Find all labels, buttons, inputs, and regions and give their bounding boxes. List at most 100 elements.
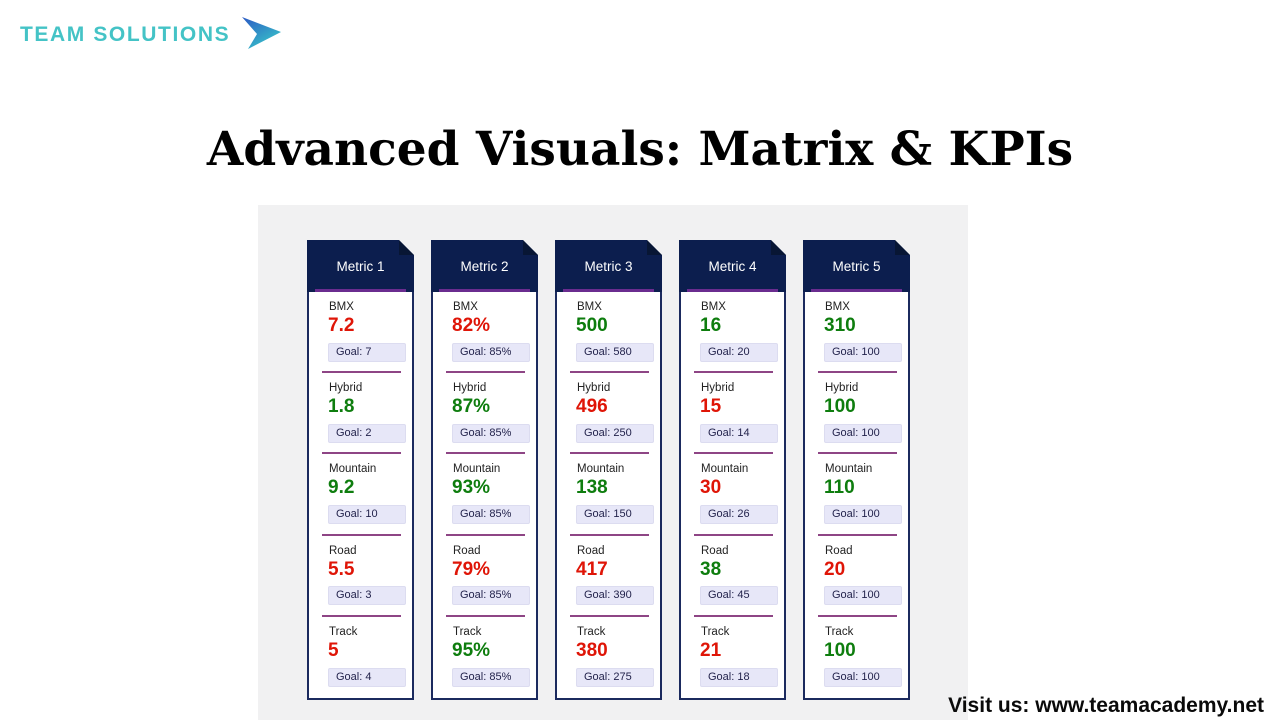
kpi-category-label: Road	[577, 544, 605, 557]
kpi-category-label: Mountain	[329, 463, 377, 476]
kpi-card-header: Metric 4	[679, 240, 786, 292]
kpi-goal-chip: Goal: 390	[576, 586, 654, 606]
kpi-category-label: Road	[701, 544, 729, 557]
header-underline	[563, 289, 654, 292]
header-underline	[315, 289, 406, 292]
kpi-card-body: BMX 82% Goal: 85% Hybrid 87% Goal: 85% M…	[431, 292, 538, 700]
kpi-row: BMX 16 Goal: 20	[681, 292, 784, 374]
kpi-goal-chip: Goal: 10	[328, 505, 406, 525]
kpi-goal-chip: Goal: 85%	[452, 505, 530, 525]
header-underline	[687, 289, 778, 292]
kpi-category-label: Track	[701, 625, 730, 638]
kpi-card-title: Metric 2	[460, 258, 509, 274]
kpi-value: 496	[576, 396, 608, 418]
kpi-row: Hybrid 100 Goal: 100	[805, 373, 908, 455]
kpi-value: 93%	[452, 477, 491, 499]
folded-corner-icon	[771, 240, 786, 255]
kpi-card: Metric 3 BMX 500 Goal: 580 Hybrid 496 Go…	[555, 240, 662, 700]
kpi-card-title: Metric 4	[708, 258, 757, 274]
kpi-row: Road 5.5 Goal: 3	[309, 536, 412, 618]
kpi-value: 417	[576, 558, 608, 580]
kpi-category-label: Road	[329, 544, 357, 557]
kpi-value: 138	[576, 477, 608, 499]
kpi-goal-chip: Goal: 2	[328, 424, 406, 444]
kpi-goal-chip: Goal: 85%	[452, 586, 530, 606]
kpi-value: 21	[700, 639, 722, 661]
kpi-category-label: BMX	[701, 301, 726, 313]
kpi-card-body: BMX 500 Goal: 580 Hybrid 496 Goal: 250 M…	[555, 292, 662, 700]
kpi-row: BMX 310 Goal: 100	[805, 292, 908, 374]
kpi-category-label: Hybrid	[577, 382, 611, 395]
folded-corner-icon	[523, 240, 538, 255]
kpi-category-label: Hybrid	[453, 382, 487, 395]
kpi-value: 20	[824, 558, 846, 580]
kpi-value: 1.8	[328, 396, 355, 418]
kpi-value: 16	[700, 315, 722, 336]
kpi-category-label: BMX	[453, 301, 478, 313]
kpi-value: 38	[700, 558, 722, 580]
kpi-row: Track 380 Goal: 275	[557, 617, 660, 698]
arrow-icon	[238, 12, 284, 57]
kpi-row: BMX 7.2 Goal: 7	[309, 292, 412, 374]
kpi-category-label: Mountain	[825, 463, 873, 476]
kpi-category-label: Road	[453, 544, 481, 557]
kpi-row: BMX 500 Goal: 580	[557, 292, 660, 374]
kpi-card-body: BMX 310 Goal: 100 Hybrid 100 Goal: 100 M…	[803, 292, 910, 700]
kpi-category-label: BMX	[577, 301, 602, 313]
kpi-category-label: Track	[329, 625, 358, 638]
kpi-value: 30	[700, 477, 722, 499]
kpi-row: Mountain 110 Goal: 100	[805, 454, 908, 536]
kpi-cards: Metric 1 BMX 7.2 Goal: 7 Hybrid 1.8 Goal…	[307, 240, 910, 700]
kpi-goal-chip: Goal: 100	[824, 586, 902, 606]
kpi-goal-chip: Goal: 3	[328, 586, 406, 606]
kpi-card-title: Metric 3	[584, 258, 633, 274]
kpi-card-header: Metric 3	[555, 240, 662, 292]
kpi-value: 79%	[452, 558, 491, 580]
kpi-category-label: Hybrid	[701, 382, 735, 395]
kpi-row: Hybrid 1.8 Goal: 2	[309, 373, 412, 455]
kpi-category-label: Track	[825, 625, 854, 638]
kpi-goal-chip: Goal: 85%	[452, 342, 530, 362]
kpi-goal-chip: Goal: 580	[576, 342, 654, 362]
kpi-goal-chip: Goal: 45	[700, 586, 778, 606]
kpi-row: Mountain 93% Goal: 85%	[433, 454, 536, 536]
kpi-goal-chip: Goal: 26	[700, 505, 778, 525]
kpi-category-label: Track	[577, 625, 606, 638]
kpi-row: BMX 82% Goal: 85%	[433, 292, 536, 374]
kpi-goal-chip: Goal: 100	[824, 342, 902, 362]
page-title: Advanced Visuals: Matrix & KPIs	[206, 122, 1074, 177]
kpi-value: 100	[824, 396, 856, 418]
kpi-card-body: BMX 16 Goal: 20 Hybrid 15 Goal: 14 Mount…	[679, 292, 786, 700]
kpi-row: Hybrid 87% Goal: 85%	[433, 373, 536, 455]
kpi-value: 380	[576, 639, 608, 661]
kpi-panel: Metric 1 BMX 7.2 Goal: 7 Hybrid 1.8 Goal…	[258, 205, 968, 720]
kpi-category-label: Hybrid	[825, 382, 859, 395]
kpi-goal-chip: Goal: 275	[576, 667, 654, 687]
kpi-row: Road 79% Goal: 85%	[433, 536, 536, 618]
kpi-card: Metric 5 BMX 310 Goal: 100 Hybrid 100 Go…	[803, 240, 910, 700]
kpi-goal-chip: Goal: 85%	[452, 424, 530, 444]
kpi-value: 9.2	[328, 477, 355, 499]
kpi-category-label: Road	[825, 544, 853, 557]
footer-url: Visit us: www.teamacademy.net	[948, 694, 1264, 717]
kpi-row: Track 95% Goal: 85%	[433, 617, 536, 698]
kpi-value: 87%	[452, 396, 491, 418]
kpi-goal-chip: Goal: 20	[700, 342, 778, 362]
kpi-goal-chip: Goal: 250	[576, 424, 654, 444]
kpi-goal-chip: Goal: 100	[824, 505, 902, 525]
header-underline	[439, 289, 530, 292]
kpi-goal-chip: Goal: 18	[700, 667, 778, 687]
kpi-row: Road 20 Goal: 100	[805, 536, 908, 618]
folded-corner-icon	[895, 240, 910, 255]
kpi-goal-chip: Goal: 100	[824, 667, 902, 687]
kpi-goal-chip: Goal: 7	[328, 342, 406, 362]
kpi-row: Road 417 Goal: 390	[557, 536, 660, 618]
kpi-row: Track 100 Goal: 100	[805, 617, 908, 698]
kpi-value: 5.5	[328, 558, 355, 580]
folded-corner-icon	[399, 240, 414, 255]
kpi-category-label: Track	[453, 625, 482, 638]
kpi-row: Mountain 30 Goal: 26	[681, 454, 784, 536]
logo-text: TEAM SOLUTIONS	[20, 22, 231, 46]
kpi-value: 110	[824, 477, 855, 499]
kpi-card-header: Metric 2	[431, 240, 538, 292]
